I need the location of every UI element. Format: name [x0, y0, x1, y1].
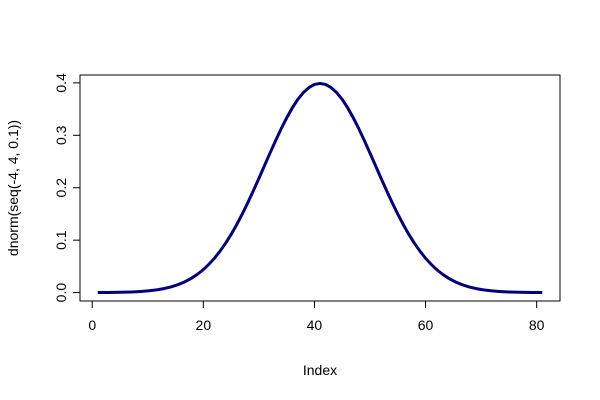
y-axis-label: dnorm(seq(-4, 4, 0.1))	[5, 120, 21, 256]
x-tick-label: 40	[307, 317, 323, 333]
y-tick-label: 0.3	[53, 125, 69, 145]
y-tick-label: 0.4	[53, 73, 69, 93]
y-tick-label: 0.2	[53, 178, 69, 198]
line	[97, 81, 543, 295]
x-tick-label: 20	[196, 317, 212, 333]
x-tick-label: 60	[418, 317, 434, 333]
x-axis-label: Index	[303, 362, 337, 378]
y-tick-label: 0.0	[53, 283, 69, 303]
x-tick-label: 80	[529, 317, 545, 333]
x-tick-label: 0	[88, 317, 96, 333]
y-tick-label: 0.1	[53, 230, 69, 250]
